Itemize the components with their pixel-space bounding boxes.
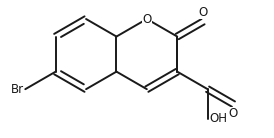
Text: OH: OH xyxy=(209,112,227,125)
Text: O: O xyxy=(198,6,208,19)
Text: O: O xyxy=(229,107,238,120)
Text: Br: Br xyxy=(11,83,24,96)
Text: O: O xyxy=(142,13,152,26)
